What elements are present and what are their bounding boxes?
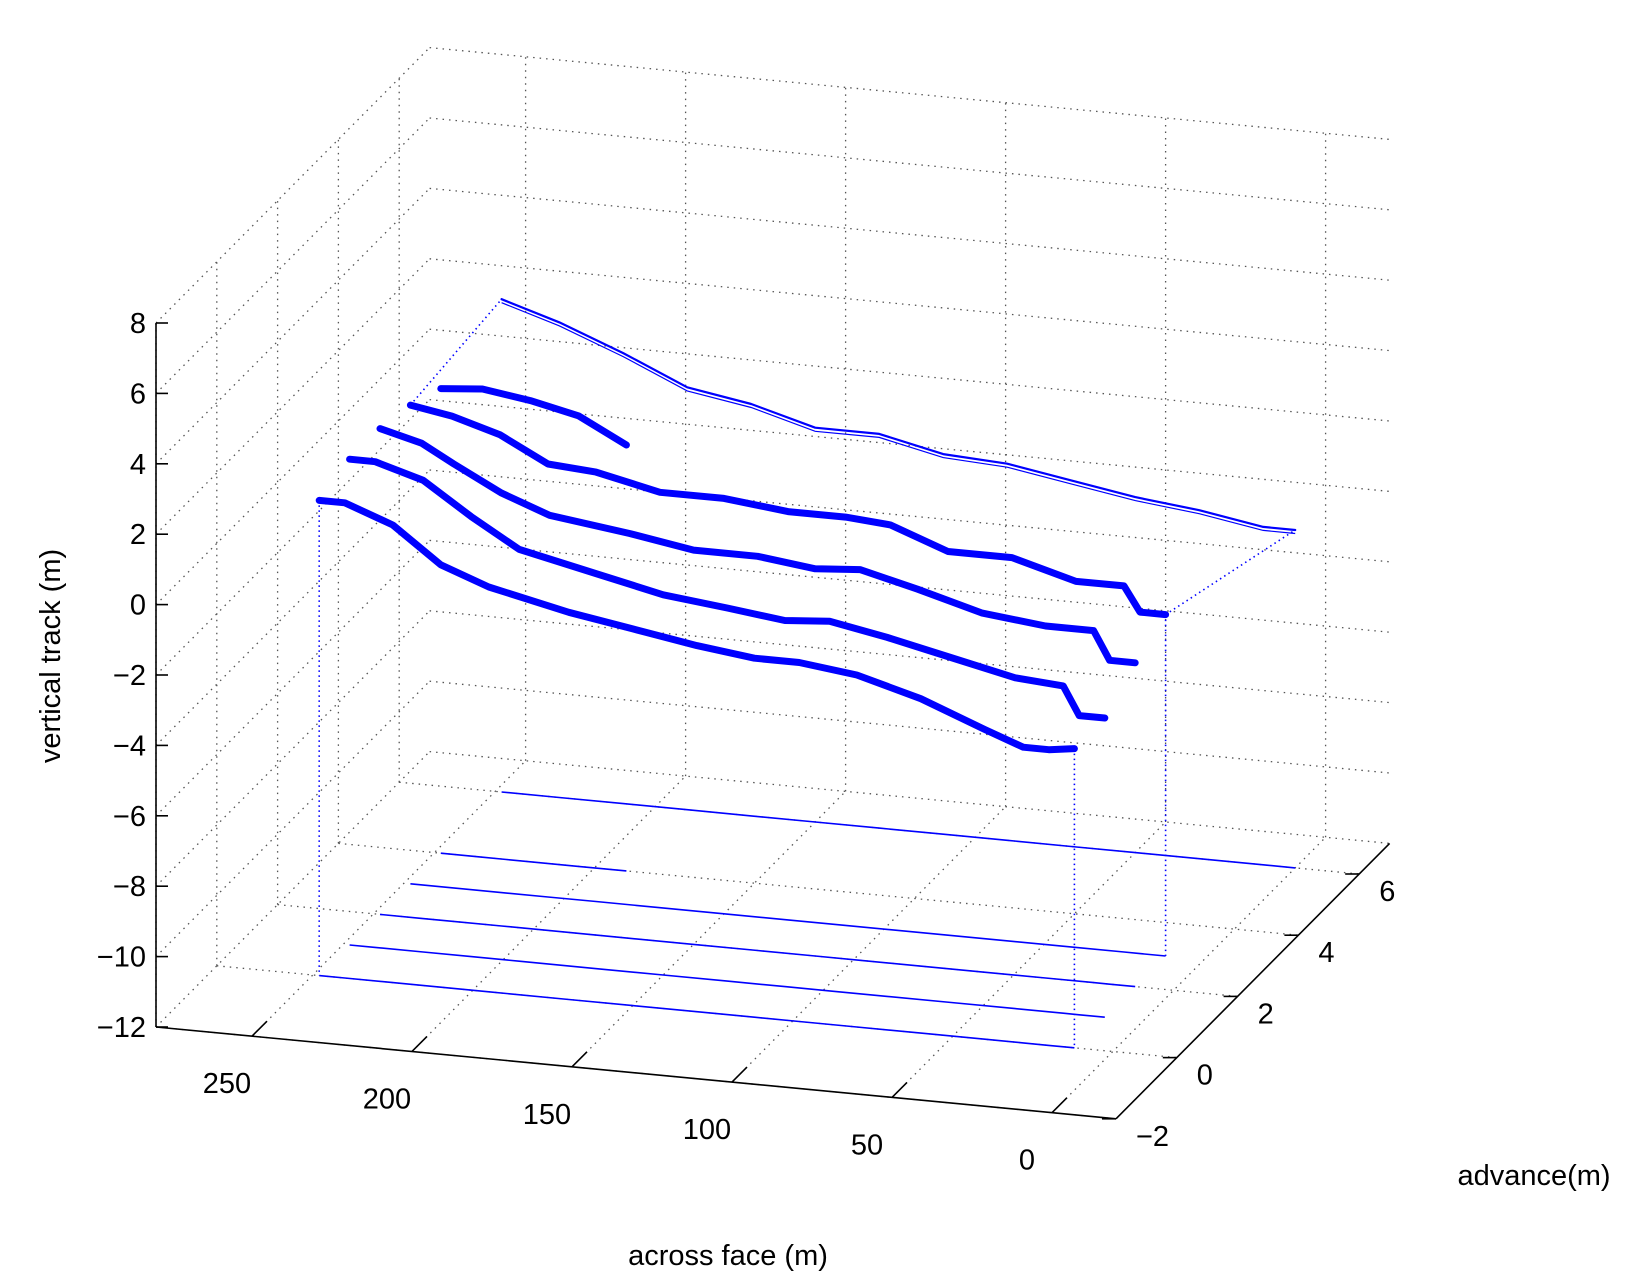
y-tick-label: 2	[1258, 998, 1274, 1030]
grid-line	[429, 187, 1390, 281]
x-tick-label: 0	[1019, 1145, 1035, 1177]
z-tick-label: −10	[97, 942, 146, 974]
series-line	[437, 385, 630, 449]
z-tick-label: 2	[130, 519, 146, 551]
grid-line	[155, 117, 431, 394]
series-floor-projection	[440, 852, 627, 872]
grid-line	[411, 775, 687, 1052]
x-axis-line	[155, 1026, 1117, 1120]
grid-line	[155, 187, 431, 465]
series-line	[376, 425, 1139, 667]
x-tick-label: 150	[523, 1099, 571, 1131]
x-tick-mark	[411, 1035, 428, 1053]
grid-line	[429, 750, 1390, 845]
y-axis-line	[1115, 842, 1391, 1120]
y-tick-label: 6	[1379, 876, 1395, 908]
z-tick-label: −12	[97, 1012, 146, 1044]
x-tick-mark	[891, 1081, 908, 1098]
x-axis-label: across face (m)	[628, 1240, 828, 1272]
y-axis-label: advance(m)	[1457, 1160, 1610, 1192]
z-tick-label: −8	[113, 871, 146, 903]
z-tick-label: 6	[130, 378, 146, 410]
series-line	[315, 496, 1078, 754]
grid-lines	[155, 46, 1390, 1120]
grid-line	[155, 610, 431, 887]
z-tick-label: 0	[130, 590, 146, 622]
grid-line	[1051, 836, 1327, 1114]
x-tick-label: 50	[851, 1129, 883, 1161]
connector-line	[1165, 529, 1296, 616]
y-tick-label: 0	[1197, 1060, 1213, 1092]
x-tick-label: 200	[363, 1083, 411, 1115]
grid-line	[429, 46, 1390, 141]
series-floor-projection	[379, 913, 1136, 988]
x-tick-mark	[571, 1051, 588, 1068]
tick-labels: 8 6 4 2 0 −2 −4 −6 −8 −10 −12 250 200 150 100 50 0 −2 0 2 4 6	[97, 308, 1396, 1177]
series-floor-projection	[319, 974, 1075, 1049]
x-tick-label: 250	[203, 1068, 251, 1100]
series-line	[500, 298, 1297, 532]
y-tick-label: 4	[1318, 937, 1334, 969]
series-line	[501, 302, 1296, 535]
x-tick-label: 100	[683, 1114, 731, 1146]
z-tick-label: −6	[113, 801, 146, 833]
grid-line	[251, 760, 527, 1037]
axis-labels: vertical track (m) across face (m) advan…	[35, 549, 1611, 1272]
x-tick-mark	[731, 1066, 748, 1083]
grid-line	[429, 680, 1390, 774]
x-tick-mark	[251, 1020, 268, 1037]
y-tick-label: −2	[1136, 1121, 1169, 1153]
series-floor-projection	[349, 944, 1105, 1018]
axes	[155, 322, 1391, 1120]
series-floor-projection	[410, 883, 1166, 957]
z-tick-label: 4	[130, 449, 146, 481]
series-line	[406, 401, 1170, 619]
grid-line	[155, 469, 431, 746]
data-series	[315, 298, 1297, 1049]
series-line	[346, 455, 1109, 722]
grid-line	[429, 469, 1390, 563]
z-tick-label: 8	[130, 308, 146, 340]
z-tick-label: −4	[113, 730, 146, 762]
grid-line	[155, 751, 431, 1028]
grid-line	[429, 328, 1390, 422]
series-floor-projection	[501, 791, 1296, 869]
grid-line	[571, 790, 847, 1068]
grid-line	[429, 258, 1390, 352]
grid-line	[891, 821, 1167, 1098]
x-tick-mark	[1051, 1097, 1068, 1114]
grid-line	[155, 399, 431, 676]
grid-line	[155, 258, 431, 535]
grid-line	[155, 47, 431, 324]
grid-line	[731, 806, 1007, 1083]
grid-line	[338, 842, 1299, 936]
z-tick-label: −2	[113, 660, 146, 692]
grid-line	[155, 539, 431, 817]
z-axis-label: vertical track (m)	[35, 549, 67, 763]
grid-line	[429, 117, 1390, 211]
connector-line	[409, 298, 503, 406]
grid-line	[429, 610, 1390, 704]
grid-line	[429, 398, 1390, 493]
